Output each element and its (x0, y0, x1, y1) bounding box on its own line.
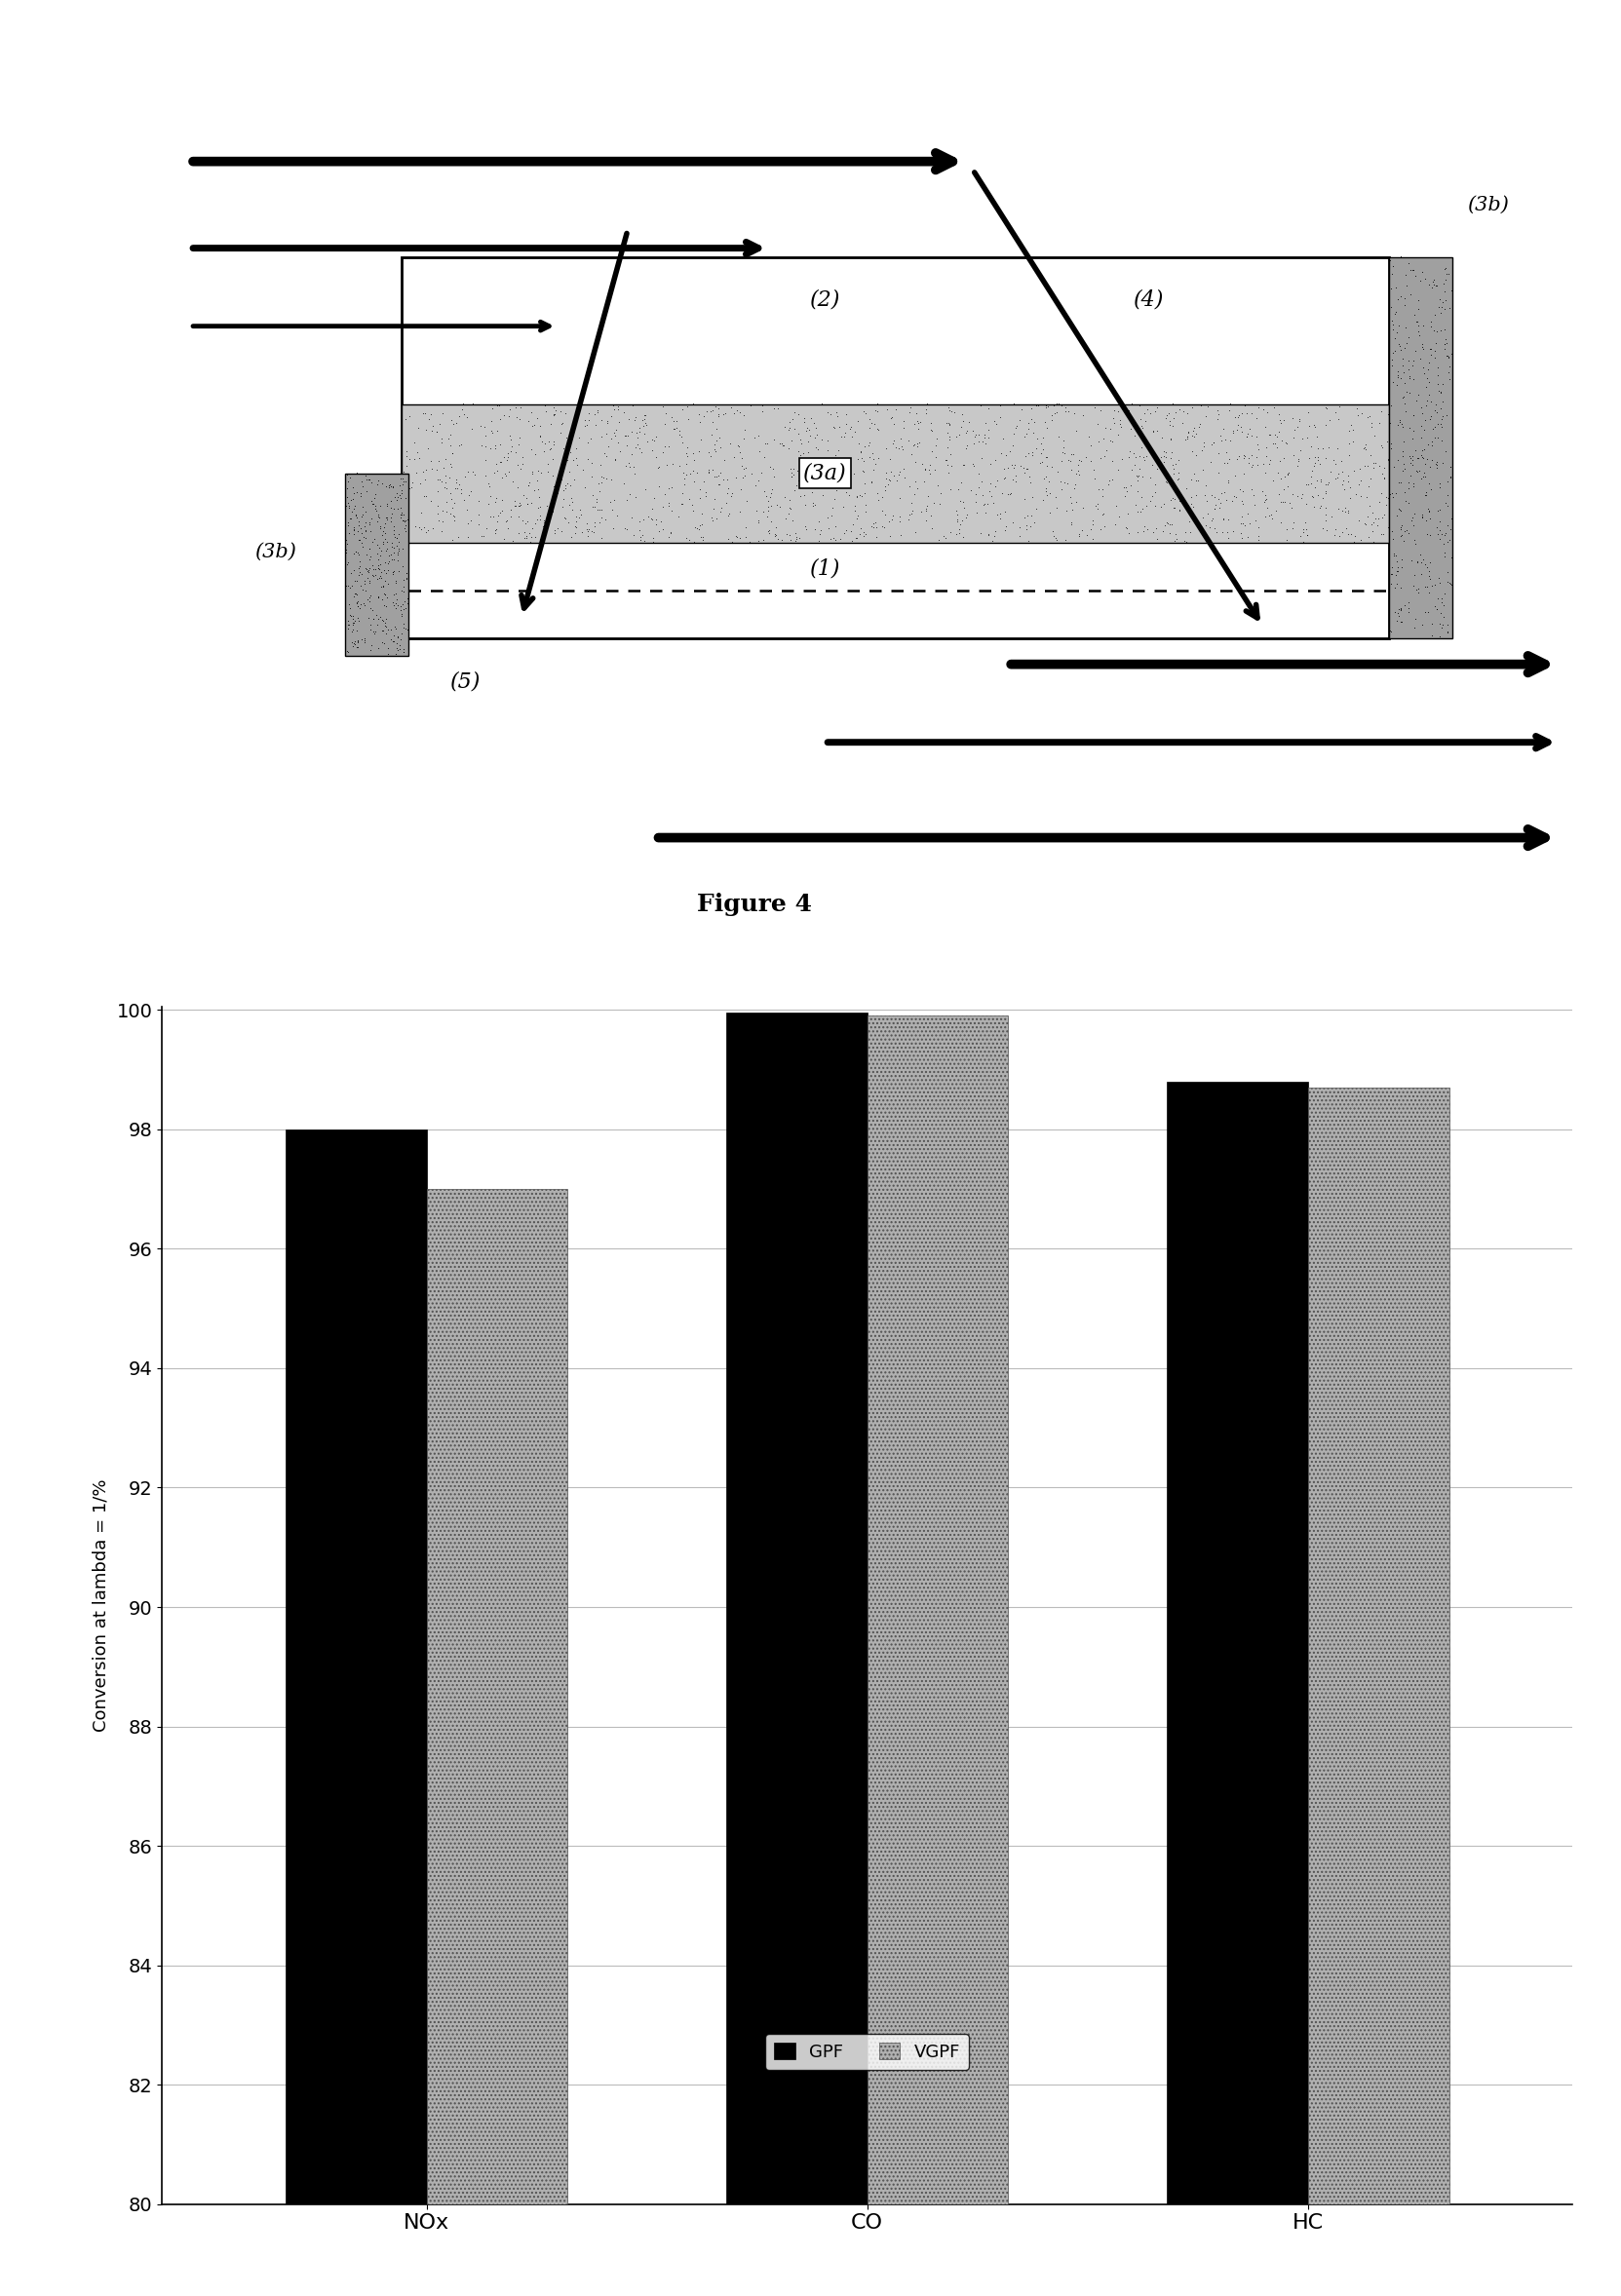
Text: (5): (5) (451, 670, 480, 693)
Text: (2): (2) (809, 289, 840, 310)
Bar (345, 473, 408, 657)
Bar (402, 257, 1389, 638)
Text: (1): (1) (809, 558, 840, 579)
Bar (426, 1189, 567, 2204)
Y-axis label: Conversion at lambda = 1/%: Conversion at lambda = 1/% (92, 1479, 110, 1731)
Bar (1308, 1088, 1449, 2204)
Bar (402, 404, 1389, 542)
Text: (4): (4) (1135, 289, 1164, 310)
Bar (285, 1130, 426, 2204)
Bar (1389, 257, 1452, 638)
Text: Figure 4: Figure 4 (697, 893, 812, 916)
Text: (3a): (3a) (802, 464, 846, 484)
Legend: GPF, VGPF: GPF, VGPF (765, 2034, 969, 2069)
Bar (867, 1015, 1008, 2204)
Text: (3b): (3b) (254, 542, 297, 560)
Text: (3b): (3b) (1467, 195, 1509, 214)
Bar (402, 404, 1389, 542)
Bar (1167, 1081, 1308, 2204)
Bar (726, 1013, 867, 2204)
